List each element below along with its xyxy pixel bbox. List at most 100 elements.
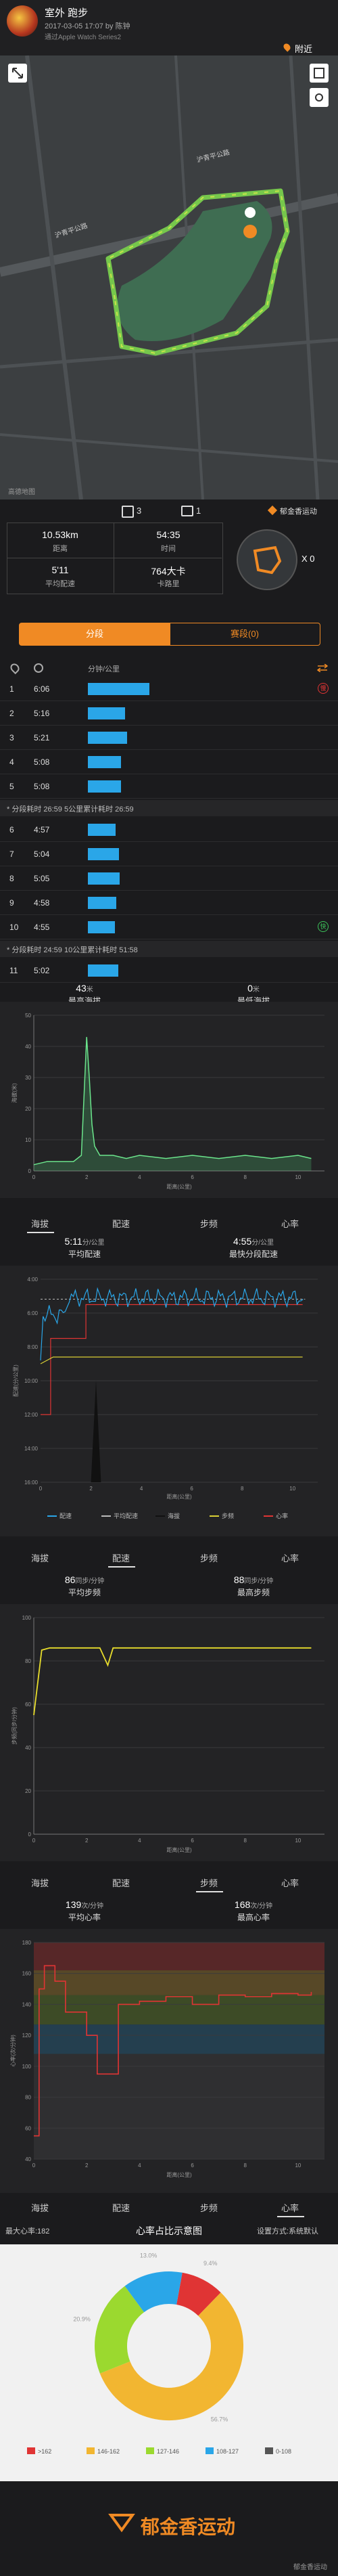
hr-zone-band [34,1970,324,1995]
footer-tag: 郁金香运动 [293,2564,327,2571]
tab-races[interactable]: 赛段(0) [169,623,320,646]
cadence-chart: 0 20 40 60 80 100 0 2 4 6 8 10 距离(公里) 步频(同步/分钟) [0,1604,338,1861]
route-thumbnail[interactable] [237,529,297,590]
split-row: 11 5:02 [0,958,338,983]
split-number: 10 [9,923,19,932]
tab-cadence-3[interactable]: 步频 [200,1878,218,1888]
stat-pace: 5'11 [51,564,69,575]
y-tick-label: 50 [25,1013,31,1019]
split-number: 3 [9,733,14,742]
tab-altitude-4[interactable]: 海拔 [31,2203,49,2213]
hr-zone-setting[interactable]: 设置方式:系统默认 [257,2227,319,2236]
altitude-overlay [91,1381,101,1482]
legend-label: 步频 [222,1512,234,1519]
y-tick-label: 180 [22,1940,32,1946]
x-tick-label: 0 [39,1486,43,1492]
legend-label: 配速 [59,1513,72,1519]
y-axis-title: 步频(同步/分钟) [11,1707,18,1745]
chart-tabs-hr: 海拔 配速 步频 心率 [0,2197,338,2217]
y-tick-label: 160 [22,1971,32,1977]
legend-label: 平均配速 [114,1512,138,1519]
device-label: 通过Apple Watch Series2 [45,34,122,41]
split-row: 10 4:55 [0,915,338,939]
split-pace: 4:57 [34,825,50,835]
split-summary-10k: * 分段耗时 24:59 10公里累计耗时 51:58 [0,941,338,957]
tab-pace-3[interactable]: 配速 [112,1878,130,1888]
route-shape-icon [253,546,282,575]
tab-heart-rate-3[interactable]: 心率 [281,1878,299,1888]
altitude-max-value: 43米 [76,983,93,994]
x-axis-title: 距离(公里) [166,1183,192,1190]
x-tick-label: 2 [85,1174,89,1180]
x-tick-label: 8 [241,1486,244,1492]
x-tick-label: 10 [295,2162,301,2169]
tab-cadence-4[interactable]: 步频 [200,2203,218,2213]
map-watermark: 高德地图 [8,489,35,496]
route-map[interactable]: 沪青平公路 沪青平公路 高德地图 [0,55,338,499]
fullscreen-button[interactable] [8,64,27,83]
split-row: 6 4:57 [0,818,338,842]
tab-cadence-2[interactable]: 步频 [200,1553,218,1563]
chart-tabs-pace: 海拔 配速 步频 心率 [0,1547,338,1568]
chart-tabs-cadence: 海拔 配速 步频 心率 [0,1872,338,1892]
split-number: 7 [9,849,14,859]
y-tick-label: 14:00 [24,1446,39,1452]
cadence-line [33,1647,312,1716]
locate-button[interactable] [310,88,329,107]
y-tick-label: 140 [22,2001,32,2007]
tab-altitude-2[interactable]: 海拔 [31,1553,49,1563]
sort-icon[interactable] [316,663,329,673]
split-pace-bar [88,707,125,719]
tab-pace-4[interactable]: 配速 [112,2203,130,2213]
legend-label: 108-127 [216,2448,239,2455]
tab-altitude[interactable]: 海拔 [31,1219,49,1229]
x-tick-label: 2 [89,1486,93,1492]
avatar[interactable] [7,5,38,37]
y-tick-label: 0 [28,1831,32,1838]
y-tick-label: 10:00 [24,1378,39,1384]
split-pace-bar [88,732,127,744]
tab-pace-2[interactable]: 配速 [112,1553,130,1563]
nearby-link[interactable]: 附近 [295,44,313,54]
split-pace: 5:02 [34,966,50,975]
comment-icon[interactable] [181,506,193,516]
x-tick-label: 6 [191,1174,194,1180]
y-tick-label: 80 [25,2095,31,2101]
y-tick-label: 4:00 [27,1276,38,1283]
slice-label: 20.9% [73,2315,91,2322]
hr-max-label: 最高心率 [237,1913,270,1922]
tab-heart-rate-4[interactable]: 心率 [281,2203,299,2213]
legend-swatch [27,2447,35,2454]
split-pace: 4:55 [34,923,50,932]
x-tick-label: 6 [191,2162,194,2169]
x-tick-label: 10 [295,1174,301,1180]
like-icon[interactable] [122,506,134,518]
hr-zone-title: 心率占比示意图 [136,2225,202,2236]
legend-label: 海拔 [168,1512,180,1519]
tab-altitude-3[interactable]: 海拔 [31,1878,49,1888]
tab-pace[interactable]: 配速 [112,1219,130,1229]
tab-cadence[interactable]: 步频 [200,1219,218,1229]
hr-summary: 139次/分钟 平均心率 168次/分钟 最高心率 [0,1899,338,1940]
y-axis-title: 配速(分/公里) [13,1364,19,1397]
heart-rate-line [34,1965,312,2137]
x-tick-label: 0 [32,1838,36,1844]
legend-swatch [206,2447,214,2454]
y-axis-title: 海拔(米) [11,1083,18,1103]
split-number: 2 [9,709,14,718]
y-tick-label: 8:00 [27,1344,38,1350]
gps-icon [315,93,323,102]
map-layers-button[interactable] [310,64,329,83]
hr-overlay-line [41,1304,303,1415]
y-tick-label: 20 [25,1106,31,1112]
brand-logo-icon [267,505,278,516]
tab-heart-rate[interactable]: 心率 [281,1219,299,1229]
split-pace-bar [88,872,120,885]
split-row: 8 5:05 [0,866,338,891]
tab-segments[interactable]: 分段 [19,623,170,646]
y-tick-label: 12:00 [24,1412,39,1418]
comment-count: 1 [196,506,201,516]
tab-heart-rate-2[interactable]: 心率 [281,1553,299,1563]
donut-slice [95,2286,145,2374]
expand-icon [12,68,23,79]
